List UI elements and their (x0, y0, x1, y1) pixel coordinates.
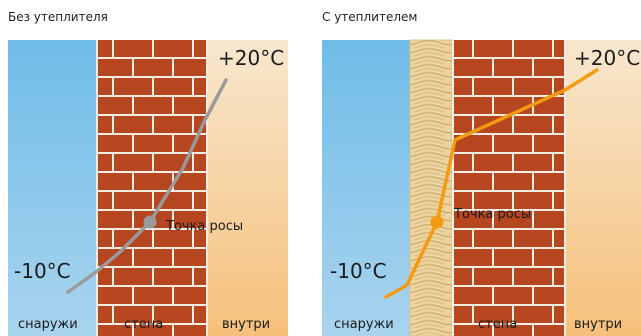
outside-zone (8, 40, 96, 336)
dew-point-marker (143, 215, 157, 229)
zone-label-inside: внутри (222, 317, 270, 332)
temperature-line (384, 68, 599, 299)
dew-point-marker (430, 215, 444, 229)
zone-label-outside: снаружи (18, 317, 78, 332)
outside-temperature: -10°C (330, 259, 387, 283)
inside-zone (208, 40, 288, 336)
panel-title: Без утеплителя (8, 10, 108, 24)
zone-label-inside: внутри (574, 317, 622, 332)
panel-without-insulation: Без утеплителя +20°C -10°C Точка росы сн… (8, 10, 288, 336)
wall-edge (206, 40, 208, 336)
inside-zone (566, 40, 641, 336)
wall-edge (452, 40, 454, 336)
inside-temperature: +20°C (218, 46, 284, 70)
inside-temperature: +20°C (574, 46, 640, 70)
brick-wall (452, 40, 566, 336)
wall-edge (564, 40, 566, 336)
zone-label-wall: стена (478, 317, 517, 332)
outside-temperature: -10°C (14, 259, 71, 283)
dew-point-label: Точка росы (165, 219, 243, 234)
outside-zone (322, 40, 410, 336)
dew-point-label: Точка росы (453, 207, 531, 222)
panel-title: С утеплителем (322, 10, 417, 24)
panel-with-insulation: С утеплителем +20°C -10°C Точка росы сна… (322, 10, 641, 336)
zone-label-outside: снаружи (334, 317, 394, 332)
wall-edge (96, 40, 98, 336)
brick-wall (96, 40, 208, 336)
zone-label-wall: стена (124, 317, 163, 332)
